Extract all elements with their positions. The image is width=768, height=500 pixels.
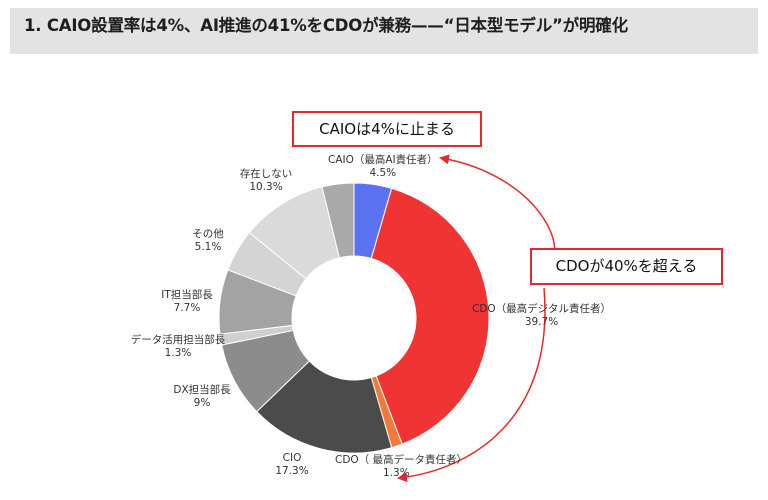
page-title: 1. CAIO設置率は4%、AI推進の41%をCDOが兼務——“日本型モデル”が… <box>24 16 628 35</box>
header-band <box>10 8 758 54</box>
slice-label-dx-value: 9% <box>193 397 211 409</box>
slice-label-dx: DX担当部長 9% <box>162 384 242 410</box>
slice-label-caio: CAIO（最高AI責任者） 4.5% <box>328 154 438 180</box>
slice-label-dx-name: DX担当部長 <box>173 384 231 396</box>
slice-label-cio: CIO 17.3% <box>262 452 322 478</box>
slice-label-it: IT担当部長 7.7% <box>147 289 227 315</box>
cdo-callout: CDOが40%を超える <box>530 248 723 285</box>
slice-label-caio-name: CAIO（最高AI責任者） <box>328 154 438 166</box>
slice-label-cdo-data-value: 1.3% <box>383 467 410 479</box>
donut-slice-1 <box>370 187 490 445</box>
slice-label-cdo-digital: CDO（最高デジタル責任者） 39.7% <box>472 303 611 329</box>
slice-label-none-value: 10.3% <box>249 181 283 193</box>
slice-label-other-value: 5.1% <box>194 241 222 253</box>
slice-label-caio-value: 4.5% <box>369 167 397 179</box>
slice-label-other: その他 5.1% <box>178 228 238 254</box>
slice-label-cdo-data: CDO（ 最高データ責任者） 1.3% <box>335 454 467 480</box>
slice-label-data-use: データ活用担当部長 1.3% <box>118 334 238 360</box>
slice-label-none-name: 存在しない <box>239 168 293 180</box>
slice-label-it-name: IT担当部長 <box>161 289 213 301</box>
slice-label-data-use-value: 1.3% <box>164 347 192 359</box>
caio-callout: CAIOは4%に止まる <box>292 111 482 147</box>
donut-slices <box>218 182 490 454</box>
slice-label-it-value: 7.7% <box>173 302 201 314</box>
donut-slice-9 <box>321 182 355 259</box>
slice-label-cio-value: 17.3% <box>275 465 309 477</box>
slice-label-data-use-name: データ活用担当部長 <box>130 334 226 346</box>
slice-label-none: 存在しない 10.3% <box>226 168 306 194</box>
slice-label-other-name: その他 <box>192 228 224 240</box>
slice-label-cio-name: CIO <box>282 452 302 464</box>
cdo-bracket-arrow-lower <box>397 287 546 483</box>
slice-label-cdo-data-name: CDO（ 最高データ責任者） <box>335 454 468 466</box>
donut-slice-3 <box>256 360 393 454</box>
slice-label-cdo-digital-name: CDO（最高デジタル責任者） <box>472 303 611 315</box>
slice-label-cdo-digital-value: 39.7% <box>524 316 559 328</box>
